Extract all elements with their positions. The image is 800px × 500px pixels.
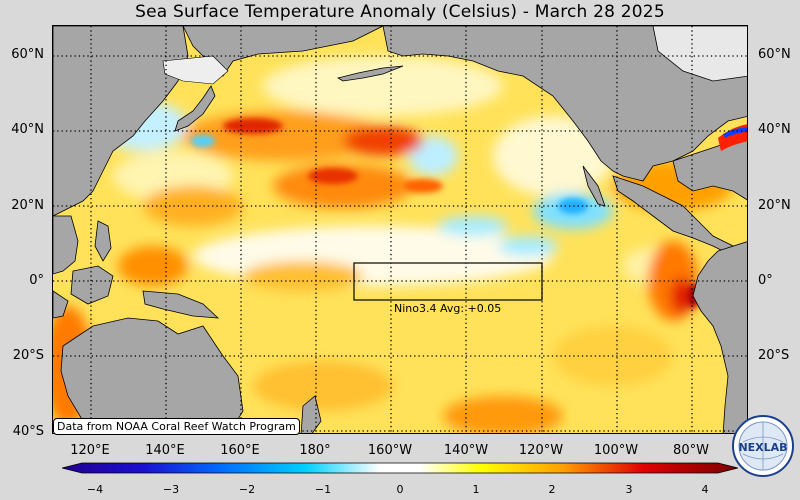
lon-label-140e: 140°E bbox=[145, 443, 185, 458]
colorbar-tick-1: 1 bbox=[472, 483, 480, 496]
lat-label-60n-left: 60°N bbox=[11, 47, 44, 62]
gulf-stream-anomaly bbox=[718, 124, 747, 151]
lon-label-160e: 160°E bbox=[220, 443, 260, 458]
colorbar-tick-4: 4 bbox=[701, 483, 709, 496]
aleutian-islands bbox=[336, 65, 404, 82]
sst-anomaly-map: Nino3.4 Avg: +0.05 bbox=[52, 25, 748, 434]
lat-label-60n-right: 60°N bbox=[758, 47, 791, 62]
anomaly-patches bbox=[53, 56, 733, 433]
colorbar-tick-neg2: −2 bbox=[238, 483, 256, 496]
colorbar-tick-0: 0 bbox=[396, 483, 404, 496]
data-credit: Data from NOAA Coral Reef Watch Program bbox=[53, 418, 300, 435]
lat-label-20s-left: 20°S bbox=[12, 348, 44, 363]
colorbar bbox=[62, 462, 738, 474]
lon-label-120w: 120°W bbox=[518, 443, 564, 458]
lon-label-120e: 120°E bbox=[70, 443, 110, 458]
lat-label-40n-left: 40°N bbox=[11, 122, 44, 137]
greenland-landmass bbox=[652, 26, 747, 82]
lat-label-20s-right: 20°S bbox=[758, 348, 790, 363]
lon-label-80w: 80°W bbox=[673, 443, 709, 458]
nino34-label: Nino3.4 Avg: +0.05 bbox=[394, 302, 501, 315]
indochina-landmass bbox=[53, 215, 79, 275]
borneo-landmass bbox=[70, 265, 114, 305]
lon-label-100w: 100°W bbox=[593, 443, 639, 458]
lat-label-40s-left: 40°S bbox=[12, 424, 44, 439]
map-title: Sea Surface Temperature Anomaly (Celsius… bbox=[135, 2, 665, 22]
lat-label-0-left: 0° bbox=[29, 273, 44, 288]
colorbar-tick-2: 2 bbox=[548, 483, 556, 496]
lat-label-0-right: 0° bbox=[758, 273, 773, 288]
japan-landmass bbox=[174, 85, 216, 132]
land bbox=[53, 26, 747, 433]
sumatra-landmass bbox=[53, 290, 69, 319]
kamchatka-landmass bbox=[182, 26, 384, 77]
colorbar-tick-neg3: −3 bbox=[162, 483, 180, 496]
graticule bbox=[53, 26, 747, 433]
lon-label-180: 180° bbox=[299, 443, 331, 458]
lat-label-20n-right: 20°N bbox=[758, 198, 791, 213]
north-america-landmass bbox=[382, 26, 747, 182]
baja-landmass bbox=[582, 165, 606, 207]
nino34-box bbox=[353, 262, 543, 301]
lon-label-160w: 160°W bbox=[367, 443, 413, 458]
gulf-region-landmass bbox=[672, 136, 747, 201]
lat-label-40n-right: 40°N bbox=[758, 122, 791, 137]
australia-landmass bbox=[60, 317, 244, 433]
anomaly-detail bbox=[191, 118, 699, 308]
logo-text: NEXLAB bbox=[738, 441, 787, 454]
philippines-landmass bbox=[94, 220, 112, 262]
colorbar-tick-neg1: −1 bbox=[314, 483, 332, 496]
colorbar-tick-neg4: −4 bbox=[86, 483, 104, 496]
colorbar-tick-3: 3 bbox=[625, 483, 633, 496]
lat-label-20n-left: 20°N bbox=[11, 198, 44, 213]
south-america-landmass bbox=[692, 241, 747, 433]
lon-label-140w: 140°W bbox=[443, 443, 489, 458]
new-guinea-landmass bbox=[142, 290, 220, 319]
nexlab-logo: NEXLAB bbox=[732, 415, 794, 477]
